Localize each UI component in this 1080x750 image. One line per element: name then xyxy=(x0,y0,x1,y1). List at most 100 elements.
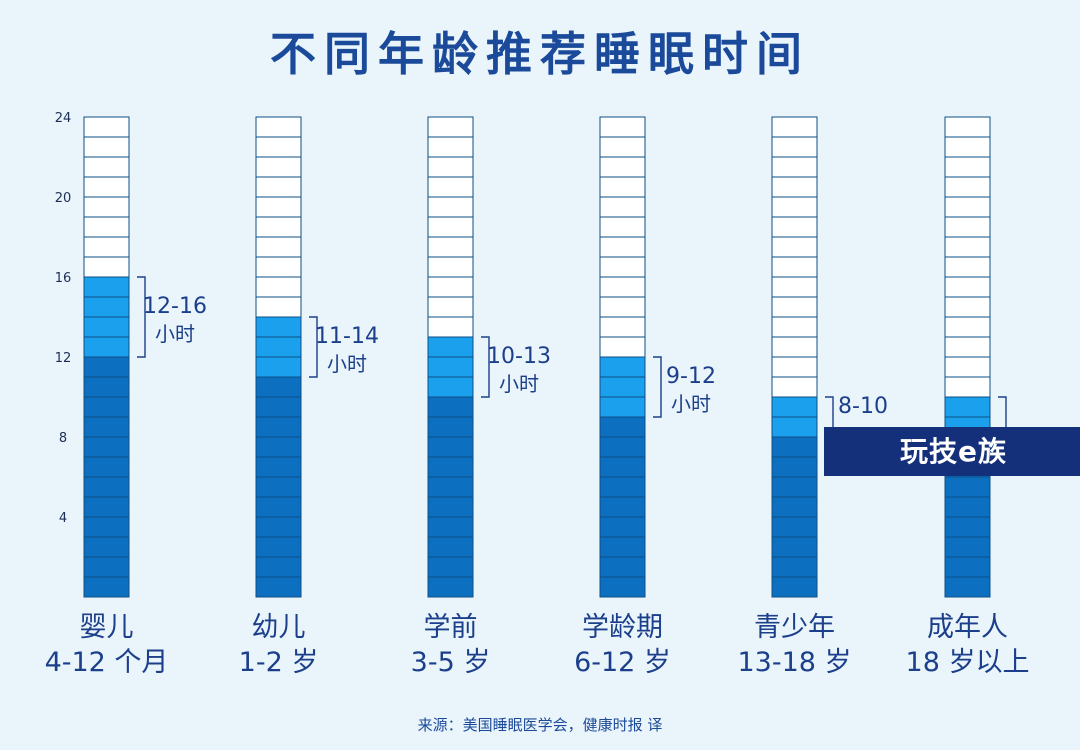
bar-cell xyxy=(599,336,646,358)
bar-cell xyxy=(771,496,818,518)
source-note: 来源：美国睡眠医学会，健康时报 译 xyxy=(417,716,663,734)
y-tick-label: 4 xyxy=(59,511,67,526)
bar-cell xyxy=(944,236,991,258)
bar-cell xyxy=(255,136,302,158)
bar-cell xyxy=(255,516,302,538)
bar-cell xyxy=(427,396,474,418)
bar-cell xyxy=(427,196,474,218)
bar-cell xyxy=(944,556,991,578)
bar-cell xyxy=(255,256,302,278)
bar-cell xyxy=(599,356,646,378)
bar-cell xyxy=(771,316,818,338)
bar-cell xyxy=(255,496,302,518)
category-sublabel: 18 岁以上 xyxy=(906,647,1030,678)
bar-cell xyxy=(771,576,818,598)
bar-cell xyxy=(771,376,818,398)
bar-cell xyxy=(427,336,474,358)
bar-cell xyxy=(83,536,130,558)
y-tick-label: 12 xyxy=(55,351,72,366)
bar-cell xyxy=(255,116,302,138)
bar-cell xyxy=(771,476,818,498)
bar-cell xyxy=(599,196,646,218)
category-sublabel: 4-12 个月 xyxy=(45,647,169,678)
bar-cell xyxy=(771,436,818,458)
range-bracket xyxy=(309,316,318,378)
bar-cell xyxy=(771,456,818,478)
y-tick-label: 24 xyxy=(55,111,72,126)
bar-cell xyxy=(83,356,130,378)
bar-cell xyxy=(427,416,474,438)
bar-cell xyxy=(771,536,818,558)
bar-cell xyxy=(599,416,646,438)
bar-cell xyxy=(944,576,991,598)
bar-cell xyxy=(427,256,474,278)
bar-cell xyxy=(427,376,474,398)
range-bracket xyxy=(481,336,490,398)
bar-cell xyxy=(944,176,991,198)
category-label: 幼儿 xyxy=(252,612,306,643)
range-label: 10-13 xyxy=(487,344,551,369)
bar-cell xyxy=(944,256,991,278)
bar-cell xyxy=(427,536,474,558)
bar-cell xyxy=(944,276,991,298)
bar-cell xyxy=(771,116,818,138)
bar-cell xyxy=(599,556,646,578)
category-sublabel: 1-2 岁 xyxy=(239,647,319,678)
bar-cell xyxy=(771,176,818,198)
bar-cell xyxy=(427,576,474,598)
bar-cell xyxy=(427,436,474,458)
bar-cell xyxy=(427,516,474,538)
bar-cell xyxy=(599,576,646,598)
bar-cell xyxy=(599,276,646,298)
bar-cell xyxy=(255,156,302,178)
bar-cell xyxy=(255,536,302,558)
bar-cell xyxy=(427,236,474,258)
bar-cell xyxy=(599,316,646,338)
bar-cell xyxy=(944,296,991,318)
bar-cell xyxy=(944,216,991,238)
bar-cell xyxy=(599,116,646,138)
bar-cell xyxy=(427,476,474,498)
range-bracket xyxy=(653,356,662,418)
bar-cell xyxy=(599,476,646,498)
bar-cell xyxy=(599,256,646,278)
bar-cell xyxy=(771,556,818,578)
category-sublabel: 6-12 岁 xyxy=(574,647,671,678)
bar-cell xyxy=(944,496,991,518)
bar-cell xyxy=(255,416,302,438)
bar-cell xyxy=(427,556,474,578)
bar-cell xyxy=(599,436,646,458)
bar-cell xyxy=(944,196,991,218)
range-label: 12-16 xyxy=(143,294,207,319)
bar-cell xyxy=(599,136,646,158)
bar-cell xyxy=(427,176,474,198)
bar-cell xyxy=(427,276,474,298)
bar-cell xyxy=(255,376,302,398)
bar-cell xyxy=(944,136,991,158)
range-label: 11-14 xyxy=(315,324,379,349)
bar-cell xyxy=(83,476,130,498)
page-title: 不同年龄推荐睡眠时间 xyxy=(270,27,810,81)
bar-cell xyxy=(83,376,130,398)
bar-cell xyxy=(944,476,991,498)
bar-cell xyxy=(83,496,130,518)
bar-cell xyxy=(599,396,646,418)
bar-cell xyxy=(427,456,474,478)
bar-cell xyxy=(771,336,818,358)
bar-cell xyxy=(599,516,646,538)
bar-cell xyxy=(427,296,474,318)
bar-cell xyxy=(83,236,130,258)
bar-cell xyxy=(83,416,130,438)
bar-cell xyxy=(599,216,646,238)
bar-cell xyxy=(771,416,818,438)
category-label: 婴儿 xyxy=(80,612,134,643)
bar-cell xyxy=(83,196,130,218)
category-label: 成年人 xyxy=(927,612,1008,643)
category-sublabel: 13-18 岁 xyxy=(737,647,851,678)
range-label: 8-10 xyxy=(838,394,888,419)
bar-cell xyxy=(427,496,474,518)
watermark-logo: 玩技e族 xyxy=(824,427,1080,476)
bar-cell xyxy=(83,336,130,358)
bar-cell xyxy=(255,336,302,358)
